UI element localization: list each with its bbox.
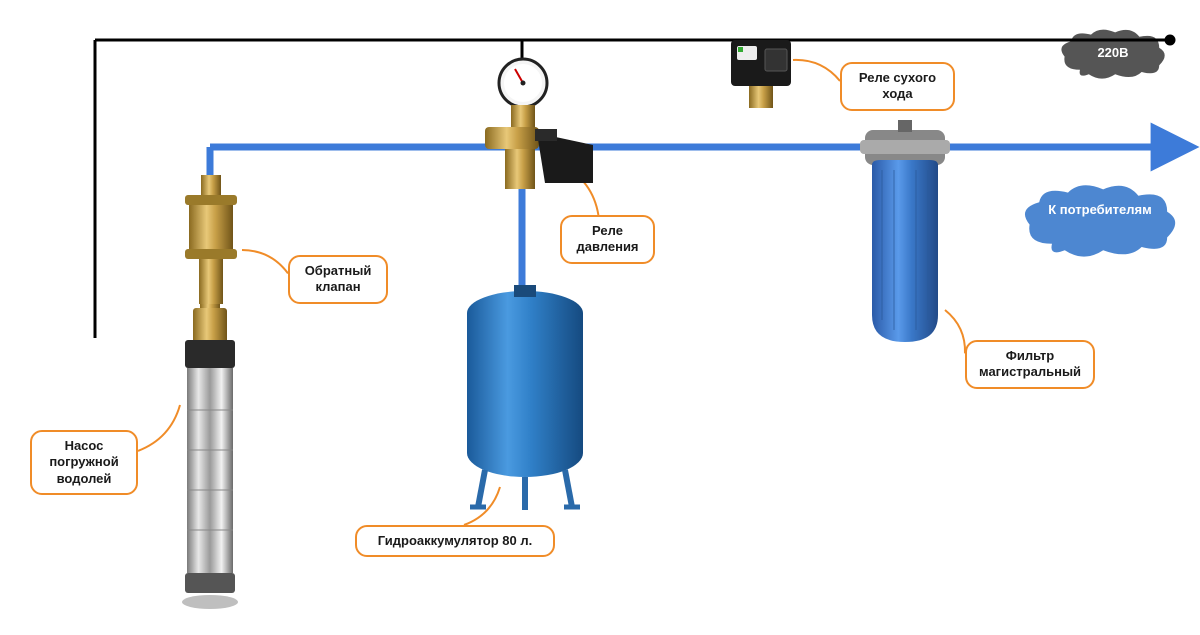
cloud-power: 220В [1058,28,1168,76]
hydro-accumulator [450,285,600,515]
callout-check-valve: Обратный клапан [288,255,388,304]
submersible-pump [175,280,245,610]
callout-pump-label: Насос погружной водолей [49,438,118,486]
cloud-consumer: К потребителям [1020,183,1180,235]
callout-filter-label: Фильтр магистральный [979,348,1081,379]
callout-valve-label: Обратный клапан [305,263,372,294]
main-filter [860,120,950,350]
cloud-consumer-label: К потребителям [1048,202,1151,217]
pressure-gauge-unit [475,55,595,195]
callout-pump: Насос погружной водолей [30,430,138,495]
callout-accumulator: Гидроаккумулятор 80 л. [355,525,555,557]
callout-filter: Фильтр магистральный [965,340,1095,389]
cloud-power-label: 220В [1097,45,1128,60]
callout-press-label: Реле давления [576,223,638,254]
callout-dry-label: Реле сухого хода [859,70,936,101]
callout-accum-label: Гидроаккумулятор 80 л. [378,533,532,548]
dry-run-relay [725,35,797,110]
callout-dry-relay: Реле сухого хода [840,62,955,111]
check-valve [183,175,239,310]
callout-pressure-relay: Реле давления [560,215,655,264]
